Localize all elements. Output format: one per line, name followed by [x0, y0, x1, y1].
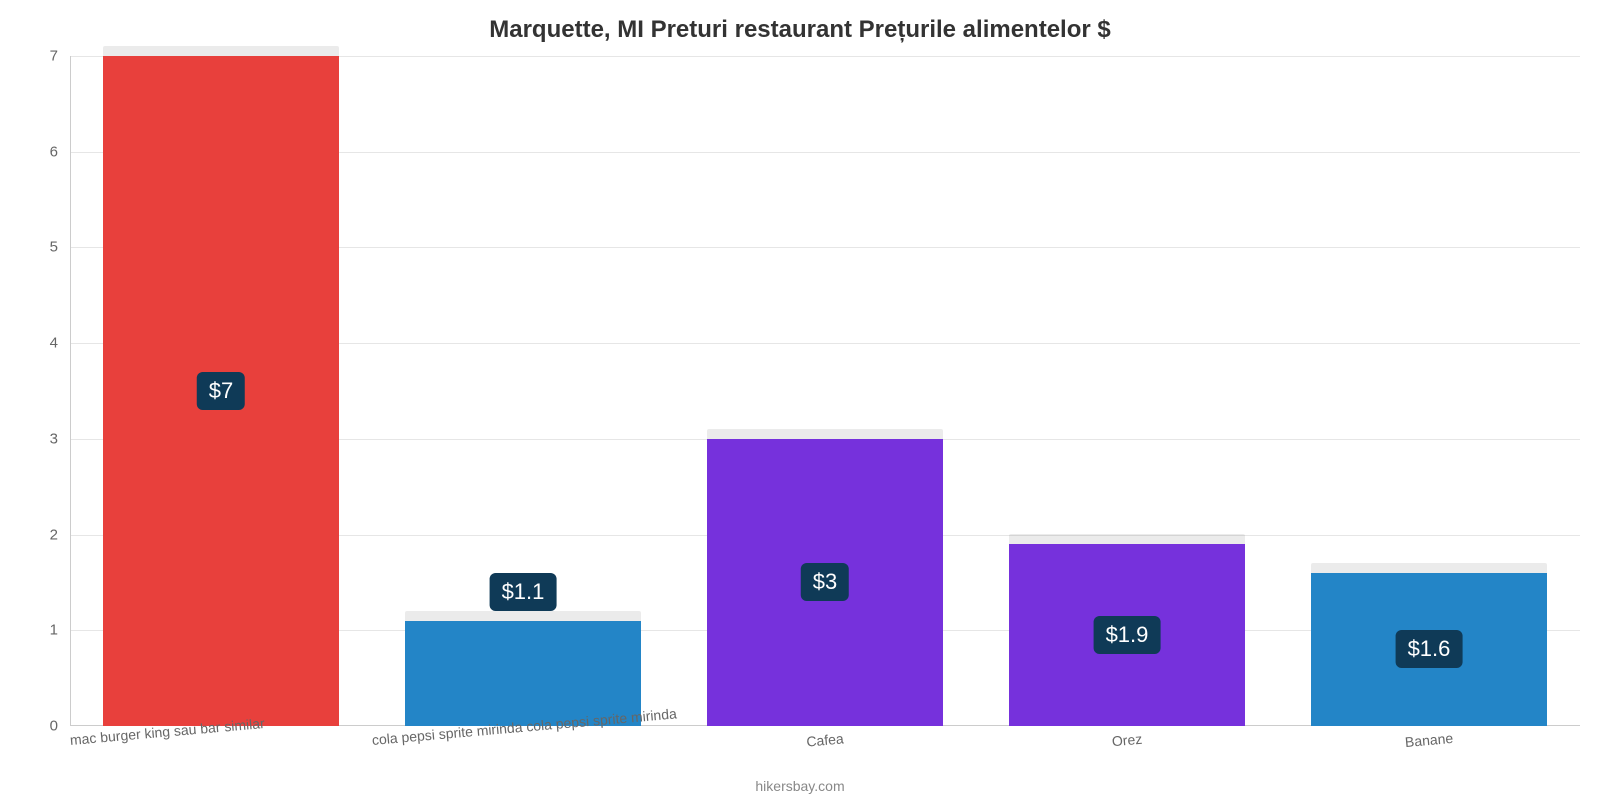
bar: $7	[103, 56, 339, 726]
bar: $1.1	[405, 621, 641, 726]
value-badge: $1.9	[1094, 616, 1161, 654]
y-tick-label: 2	[20, 526, 70, 543]
x-axis-label: Cafea	[806, 730, 845, 749]
bar-top-shade	[1311, 563, 1547, 573]
chart-plot-area: 01234567 $7$1.1$3$1.9$1.6	[70, 56, 1580, 726]
bar: $1.6	[1311, 573, 1547, 726]
x-axis-label: Banane	[1404, 730, 1453, 750]
x-axis-labels: mac burger king sau bar similarcola peps…	[70, 726, 1580, 766]
bar-slot: $1.9	[976, 56, 1278, 726]
bar: $1.9	[1009, 544, 1245, 726]
x-label-slot: cola pepsi sprite mirinda cola pepsi spr…	[372, 726, 674, 766]
x-label-slot: Banane	[1278, 726, 1580, 766]
y-tick-label: 7	[20, 48, 70, 65]
x-label-slot: Cafea	[674, 726, 976, 766]
y-tick-label: 4	[20, 335, 70, 352]
x-label-slot: mac burger king sau bar similar	[70, 726, 372, 766]
value-badge: $1.6	[1396, 630, 1463, 668]
bar-top-shade	[103, 46, 339, 56]
value-badge: $3	[801, 563, 849, 601]
x-label-slot: Orez	[976, 726, 1278, 766]
bar-top-shade	[1009, 534, 1245, 544]
bar-slot: $1.6	[1278, 56, 1580, 726]
value-badge: $7	[197, 372, 245, 410]
bar-top-shade	[707, 429, 943, 439]
value-badge: $1.1	[490, 573, 557, 611]
y-tick-label: 5	[20, 239, 70, 256]
bars-container: $7 $1.1 $3 $1.9 $1.6	[70, 56, 1580, 726]
bar-top-shade	[405, 611, 641, 621]
x-axis-label: Orez	[1111, 731, 1143, 750]
y-tick-label: 0	[20, 718, 70, 735]
chart-title: Marquette, MI Preturi restaurant Prețuri…	[0, 0, 1600, 44]
bar-slot: $7	[70, 56, 372, 726]
y-tick-label: 1	[20, 622, 70, 639]
chart-source: hikersbay.com	[0, 778, 1600, 794]
bar: $3	[707, 439, 943, 726]
y-tick-label: 6	[20, 143, 70, 160]
y-tick-label: 3	[20, 430, 70, 447]
bar-slot: $3	[674, 56, 976, 726]
bar-slot: $1.1	[372, 56, 674, 726]
